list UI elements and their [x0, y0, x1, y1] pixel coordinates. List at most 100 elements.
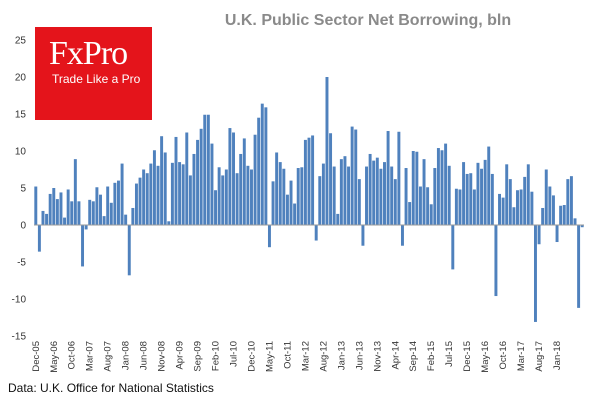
bar — [196, 139, 200, 225]
bar — [537, 225, 541, 245]
bar — [70, 201, 74, 225]
y-tick-label: -10 — [12, 295, 27, 306]
bar — [444, 143, 448, 225]
bar — [519, 189, 523, 225]
bar — [206, 114, 210, 225]
bar — [505, 164, 509, 225]
x-tick-label: Jul-10 — [229, 341, 240, 367]
bar — [501, 197, 505, 225]
x-tick-label: Aug-12 — [318, 341, 329, 372]
bar — [350, 126, 354, 225]
bar — [411, 151, 415, 225]
x-tick-label: May-11 — [264, 341, 275, 372]
y-axis: -15 -10 -5 0 5 10 15 20 25 — [12, 36, 27, 343]
bar — [569, 176, 573, 225]
bar — [113, 182, 117, 225]
bar — [541, 207, 545, 225]
bar — [451, 225, 455, 270]
bar — [293, 203, 297, 225]
bar — [99, 194, 102, 225]
bar — [271, 181, 275, 225]
bar — [408, 202, 412, 225]
bar — [490, 173, 494, 225]
bar — [253, 134, 257, 225]
bar — [375, 157, 379, 225]
bar — [580, 225, 584, 228]
bar — [548, 186, 552, 225]
bar — [228, 128, 232, 225]
bar — [181, 164, 185, 225]
x-tick-label: Aug-07 — [103, 341, 114, 372]
bar — [447, 165, 451, 225]
bar — [221, 175, 225, 225]
bar — [422, 159, 426, 225]
bar — [498, 193, 501, 225]
bar — [267, 225, 271, 248]
x-tick-label: May-16 — [480, 341, 491, 373]
x-tick-label: Feb-10 — [211, 341, 222, 371]
bar — [37, 225, 41, 252]
x-tick-label: Mar-12 — [300, 341, 311, 371]
bar — [429, 204, 433, 225]
bar — [390, 166, 394, 225]
bar — [339, 159, 343, 225]
bar — [124, 214, 128, 225]
bar — [418, 186, 422, 225]
bar — [544, 169, 548, 225]
bar — [156, 165, 160, 225]
bar — [343, 156, 347, 225]
y-tick-label: 0 — [20, 221, 26, 232]
y-tick-label: 5 — [20, 184, 26, 195]
bar — [59, 192, 63, 225]
brand-name: FxPro — [49, 35, 128, 72]
bar — [214, 190, 218, 225]
brand-logo: FxPro Trade Like a Pro — [35, 27, 152, 120]
x-tick-label: Jul-15 — [444, 341, 455, 367]
bar — [127, 225, 131, 276]
bar — [52, 188, 56, 225]
bar — [523, 176, 527, 225]
x-tick-label: Jan-13 — [336, 341, 347, 370]
bar — [250, 169, 253, 225]
bar — [199, 128, 203, 225]
y-tick-label: 10 — [15, 147, 27, 158]
x-tick-label: Jun-08 — [139, 341, 150, 370]
bar — [178, 162, 182, 225]
brand-tagline: Trade Like a Pro — [52, 72, 141, 86]
bar — [458, 189, 462, 225]
y-tick-label: 20 — [15, 73, 27, 84]
bar — [160, 136, 164, 225]
y-tick-label: -5 — [17, 258, 26, 269]
bar — [300, 167, 304, 225]
bar — [77, 201, 81, 225]
bar — [512, 207, 516, 225]
chart-title: U.K. Public Sector Net Borrowing, bln — [225, 12, 511, 29]
bar — [530, 191, 534, 225]
bar — [235, 173, 239, 225]
bar — [426, 187, 430, 225]
bar — [264, 107, 268, 225]
bar — [203, 114, 207, 225]
x-tick-label: Mar-07 — [85, 341, 96, 371]
bar — [332, 166, 336, 225]
bar — [465, 173, 469, 225]
bar — [95, 187, 99, 225]
bar — [368, 153, 372, 225]
bar — [296, 168, 300, 225]
bar — [66, 189, 70, 225]
bar — [372, 160, 376, 225]
bar — [480, 168, 484, 225]
bar — [91, 201, 95, 225]
bar — [185, 132, 189, 225]
x-tick-label: Nov-08 — [157, 341, 168, 372]
bar — [117, 180, 120, 225]
bar — [285, 194, 289, 225]
bar — [397, 131, 401, 225]
bar — [436, 148, 440, 225]
y-tick-label: 15 — [15, 110, 27, 121]
x-tick-label: Dec-05 — [31, 341, 42, 372]
bar — [476, 162, 480, 225]
bar — [192, 153, 196, 225]
bar — [393, 179, 397, 225]
bar — [329, 133, 333, 225]
